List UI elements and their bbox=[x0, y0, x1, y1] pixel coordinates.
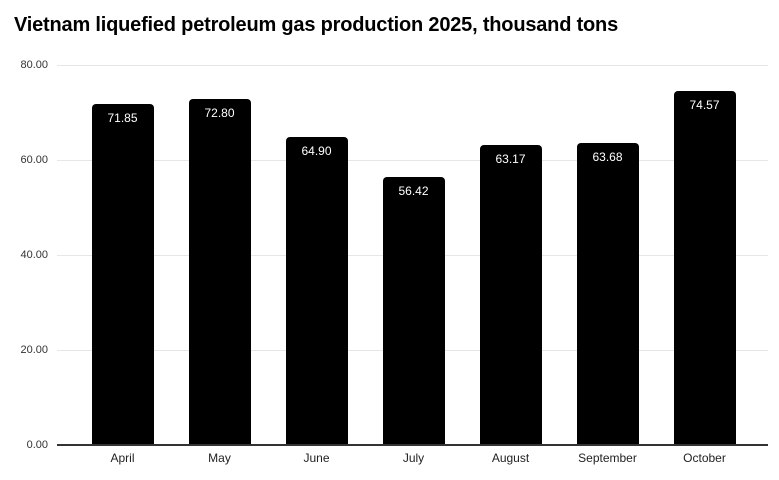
bar: 64.90 bbox=[285, 136, 348, 444]
bar: 71.85 bbox=[91, 103, 154, 444]
x-axis-label: October bbox=[683, 451, 726, 465]
y-tick-label: 60.00 bbox=[20, 154, 48, 166]
bar: 63.17 bbox=[479, 144, 542, 444]
y-tick-label: 0.00 bbox=[26, 439, 48, 451]
bar: 74.57 bbox=[673, 90, 736, 444]
y-tick-label: 80.00 bbox=[20, 59, 48, 71]
gridline bbox=[57, 65, 768, 66]
y-tick-label: 40.00 bbox=[20, 249, 48, 261]
bar-value-label: 74.57 bbox=[689, 97, 720, 112]
x-axis-label: June bbox=[303, 451, 330, 465]
y-tick-label: 20.00 bbox=[20, 344, 48, 356]
x-axis-label: May bbox=[208, 451, 231, 465]
bar-value-label: 63.17 bbox=[495, 151, 526, 166]
x-axis-label: September bbox=[578, 451, 637, 465]
x-axis-label: April bbox=[110, 451, 135, 465]
x-axis-label: July bbox=[402, 451, 425, 465]
gridline bbox=[57, 160, 768, 161]
bar-value-label: 63.68 bbox=[592, 149, 623, 164]
bar-value-label: 71.85 bbox=[107, 110, 138, 125]
bar-value-label: 72.80 bbox=[204, 106, 235, 121]
bar-value-label: 56.42 bbox=[398, 184, 429, 198]
bar-value-label: 64.90 bbox=[301, 143, 332, 158]
x-axis-label: August bbox=[491, 451, 530, 465]
bar: 72.80 bbox=[188, 99, 251, 444]
chart-title: Vietnam liquefied petroleum gas producti… bbox=[14, 14, 618, 36]
bar: 56.42 bbox=[382, 177, 445, 444]
bar: 63.68 bbox=[576, 142, 639, 444]
x-axis-line bbox=[57, 444, 768, 446]
